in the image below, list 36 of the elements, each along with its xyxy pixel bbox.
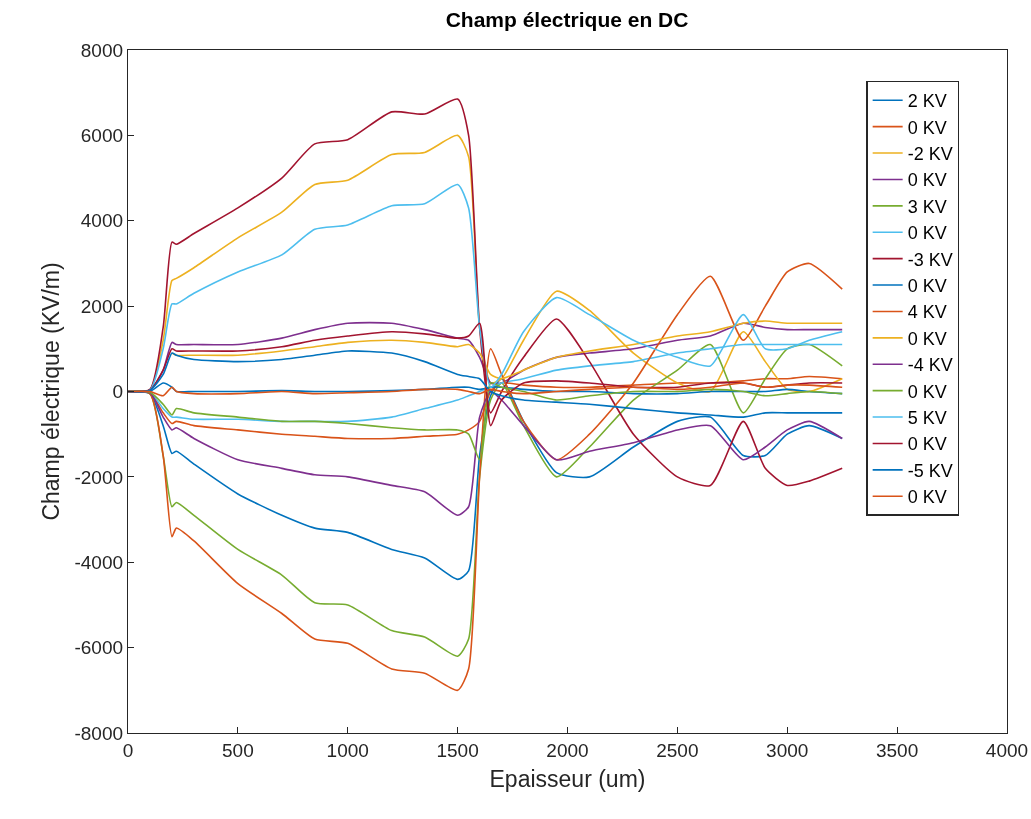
legend-label: -2 KV — [907, 144, 953, 165]
legend-label: 5 KV — [907, 408, 947, 429]
y-tick-label: 8000 — [80, 39, 124, 61]
x-tick-label: 2500 — [656, 739, 699, 761]
legend-label: -4 KV — [907, 355, 953, 376]
y-tick-label: -8000 — [74, 722, 124, 744]
y-tick-label: -2000 — [74, 466, 124, 488]
y-axis-title: Champ électrique (KV/m) — [37, 262, 64, 521]
legend-label: 0 KV — [907, 117, 947, 138]
y-tick-label: -6000 — [74, 637, 124, 659]
x-axis-title: Epaisseur (um) — [489, 765, 646, 792]
x-tick-label: 1000 — [326, 739, 369, 761]
x-tick-label: 3000 — [766, 739, 809, 761]
y-tick-label: -4000 — [74, 551, 124, 573]
y-tick-label: 4000 — [80, 210, 124, 232]
legend-label: 2 KV — [907, 91, 947, 112]
legend-label: 4 KV — [907, 302, 947, 323]
legend-label: 0 KV — [907, 381, 947, 402]
x-tick-label: 3500 — [875, 739, 919, 761]
x-tick-label: 500 — [222, 739, 254, 761]
legend-label: 0 KV — [907, 276, 947, 297]
legend-label: 3 KV — [907, 196, 947, 217]
y-tick-label: 6000 — [80, 125, 124, 147]
x-tick-label: 4000 — [985, 739, 1029, 761]
legend-label: 0 KV — [907, 434, 947, 455]
y-tick-label: 0 — [112, 381, 124, 403]
legend-label: 0 KV — [907, 328, 947, 349]
legend-label: -5 KV — [907, 460, 953, 481]
legend-label: 0 KV — [907, 170, 947, 191]
y-tick-label: 2000 — [80, 295, 124, 317]
legend-label: 0 KV — [907, 223, 947, 244]
chart-title: Champ électrique en DC — [445, 7, 689, 31]
x-tick-label: 1500 — [436, 739, 479, 761]
legend-label: 0 KV — [907, 487, 947, 508]
x-tick-label: 2000 — [546, 739, 589, 761]
legend-label: -3 KV — [907, 249, 953, 270]
